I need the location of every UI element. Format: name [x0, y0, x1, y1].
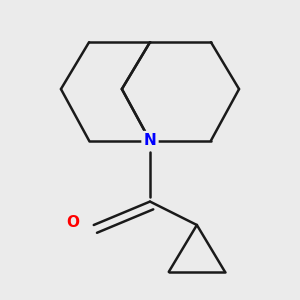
Text: N: N [144, 133, 156, 148]
Text: O: O [66, 215, 79, 230]
